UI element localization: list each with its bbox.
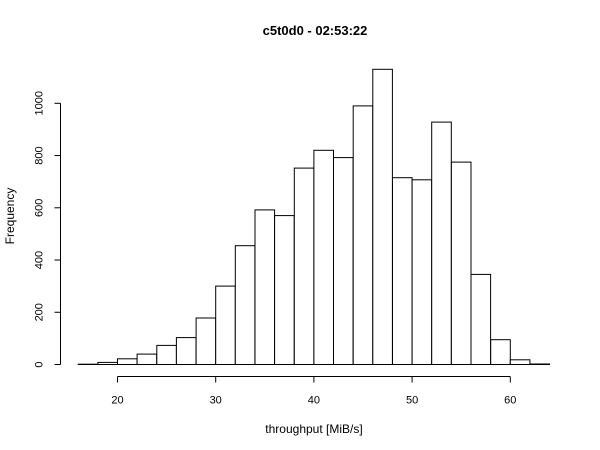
bars-group bbox=[77, 68, 551, 366]
histogram-bar bbox=[529, 363, 551, 365]
histogram-bar bbox=[234, 245, 256, 365]
y-tick-label: 200 bbox=[34, 303, 46, 321]
histogram-bar bbox=[490, 339, 511, 366]
histogram-bar bbox=[215, 285, 236, 366]
x-tick-label: 60 bbox=[504, 395, 516, 407]
histogram-bar bbox=[431, 121, 452, 365]
x-axis: 20 30 40 50 60 bbox=[111, 376, 516, 407]
x-axis-label: throughput [MiB/s] bbox=[265, 422, 362, 436]
histogram-bar bbox=[195, 317, 217, 365]
histogram-bar bbox=[254, 209, 276, 365]
y-axis: 0 200 400 600 800 1000 bbox=[34, 91, 61, 368]
y-tick-label: 0 bbox=[34, 361, 46, 367]
y-tick-label: 600 bbox=[34, 199, 46, 217]
histogram-bar bbox=[470, 273, 492, 365]
y-tick-label: 400 bbox=[34, 251, 46, 269]
histogram-bar bbox=[274, 215, 295, 365]
y-tick-label: 1000 bbox=[34, 91, 46, 115]
histogram-bar bbox=[97, 361, 119, 365]
x-tick-label: 20 bbox=[111, 395, 123, 407]
histogram-bar bbox=[333, 157, 354, 365]
histogram-bar bbox=[450, 161, 472, 365]
histogram-bar bbox=[175, 337, 197, 366]
histogram-bar bbox=[411, 179, 433, 365]
x-tick-label: 40 bbox=[308, 395, 320, 407]
histogram-bar bbox=[156, 344, 177, 365]
histogram-bar bbox=[293, 167, 315, 365]
y-axis-label: Frequency bbox=[3, 188, 17, 245]
x-tick-label: 30 bbox=[210, 395, 222, 407]
chart-title: c5t0d0 - 02:53:22 bbox=[263, 23, 368, 38]
histogram-bar bbox=[372, 68, 393, 366]
y-tick-label: 800 bbox=[34, 146, 46, 164]
x-tick-label: 50 bbox=[406, 395, 418, 407]
histogram-bar bbox=[509, 359, 531, 365]
histogram-bar bbox=[117, 358, 138, 365]
histogram-bar bbox=[313, 149, 334, 365]
histogram-bar bbox=[392, 177, 413, 365]
histogram-bar bbox=[352, 105, 374, 366]
histogram-bar bbox=[136, 353, 158, 366]
